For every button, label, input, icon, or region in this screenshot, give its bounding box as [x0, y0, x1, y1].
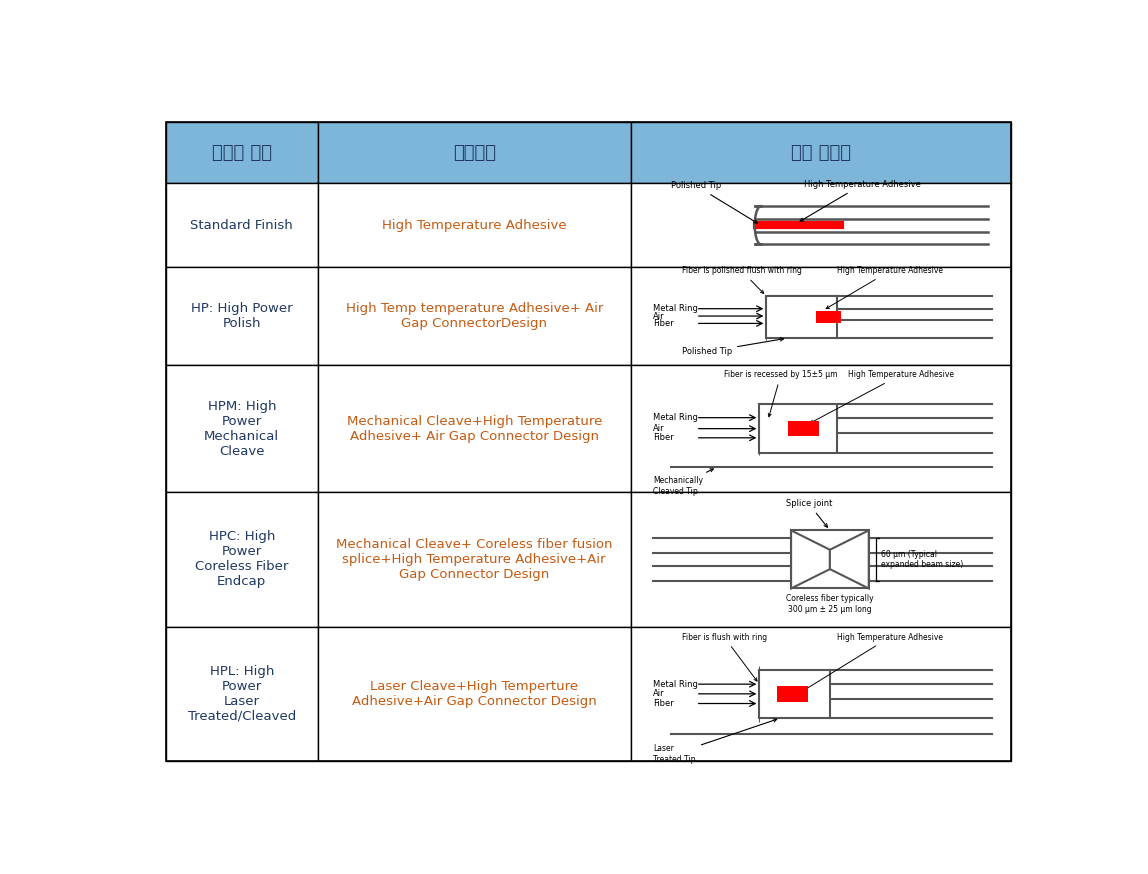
Text: High Temp temperature Adhesive+ Air
Gap ConnectorDesign: High Temp temperature Adhesive+ Air Gap … — [346, 302, 603, 330]
Text: Standard Finish: Standard Finish — [191, 218, 293, 232]
Bar — [630, 365, 1011, 492]
Text: Coreless fiber typically
300 μm ± 25 μm long: Coreless fiber typically 300 μm ± 25 μm … — [786, 594, 874, 614]
Bar — [165, 365, 318, 492]
Bar — [165, 627, 318, 761]
Text: Laser
Treated Tip: Laser Treated Tip — [653, 718, 777, 764]
Bar — [318, 267, 630, 365]
Text: Metal Ring: Metal Ring — [653, 680, 698, 689]
Text: High Temperature Adhesive: High Temperature Adhesive — [800, 180, 921, 221]
Bar — [630, 184, 1011, 267]
Text: Metal Ring: Metal Ring — [653, 304, 698, 313]
Text: Fiber is flush with ring: Fiber is flush with ring — [682, 633, 767, 681]
Bar — [165, 121, 318, 184]
Text: High Temperature Adhesive: High Temperature Adhesive — [382, 218, 567, 232]
Text: Mechanical Cleave+ Coreless fiber fusion
splice+High Temperature Adhesive+Air
Ga: Mechanical Cleave+ Coreless fiber fusion… — [336, 538, 613, 581]
Text: Air: Air — [653, 311, 665, 321]
Text: Polished Tip: Polished Tip — [682, 337, 784, 357]
Bar — [630, 121, 1011, 184]
Bar — [165, 184, 318, 267]
Bar — [777, 686, 808, 702]
Text: Fiber: Fiber — [653, 699, 674, 708]
Text: Polished Tip: Polished Tip — [672, 182, 758, 223]
Bar — [791, 531, 869, 588]
Text: Fiber: Fiber — [653, 319, 674, 328]
Bar — [318, 184, 630, 267]
Bar — [816, 310, 841, 323]
Text: Fiber is recessed by 15±5 μm: Fiber is recessed by 15±5 μm — [724, 371, 838, 417]
Text: Fiber: Fiber — [653, 434, 674, 442]
Text: 대표 구조도: 대표 구조도 — [791, 143, 851, 162]
Text: High Temperature Adhesive: High Temperature Adhesive — [810, 371, 954, 423]
Polygon shape — [830, 531, 869, 588]
Text: Air: Air — [653, 424, 665, 434]
Text: HPC: High
Power
Coreless Fiber
Endcap: HPC: High Power Coreless Fiber Endcap — [195, 531, 288, 588]
Text: HPL: High
Power
Laser
Treated/Cleaved: HPL: High Power Laser Treated/Cleaved — [187, 665, 296, 723]
Text: High Temperature Adhesive: High Temperature Adhesive — [827, 267, 943, 309]
Bar — [630, 492, 1011, 627]
Bar — [630, 267, 1011, 365]
Text: 주요특징: 주요특징 — [452, 143, 496, 162]
Polygon shape — [791, 531, 830, 588]
Text: HP: High Power
Polish: HP: High Power Polish — [191, 302, 293, 330]
Bar — [318, 627, 630, 761]
Bar — [759, 404, 837, 454]
Text: Air: Air — [653, 690, 665, 698]
Text: Mechanical Cleave+High Temperature
Adhesive+ Air Gap Connector Design: Mechanical Cleave+High Temperature Adhes… — [347, 414, 602, 442]
Text: Splice joint: Splice joint — [785, 499, 832, 527]
Bar — [318, 121, 630, 184]
Text: Mechanically
Cleaved Tip: Mechanically Cleaved Tip — [653, 468, 713, 496]
Bar — [759, 669, 830, 718]
Bar — [630, 627, 1011, 761]
Text: Laser Cleave+High Temperture
Adhesive+Air Gap Connector Design: Laser Cleave+High Temperture Adhesive+Ai… — [352, 680, 597, 708]
Text: Metal Ring: Metal Ring — [653, 413, 698, 422]
Bar — [767, 296, 837, 338]
Bar — [165, 267, 318, 365]
Text: 최종단 구성: 최종단 구성 — [212, 143, 272, 162]
Bar — [789, 421, 820, 436]
Bar — [318, 492, 630, 627]
Text: 60 μm (Typical
expanded beam size): 60 μm (Typical expanded beam size) — [882, 550, 963, 569]
Bar — [318, 365, 630, 492]
Text: HPM: High
Power
Mechanical
Cleave: HPM: High Power Mechanical Cleave — [204, 399, 279, 458]
Bar — [165, 492, 318, 627]
Text: High Temperature Adhesive: High Temperature Adhesive — [801, 633, 943, 692]
Text: Fiber is polished flush with ring: Fiber is polished flush with ring — [682, 267, 801, 294]
